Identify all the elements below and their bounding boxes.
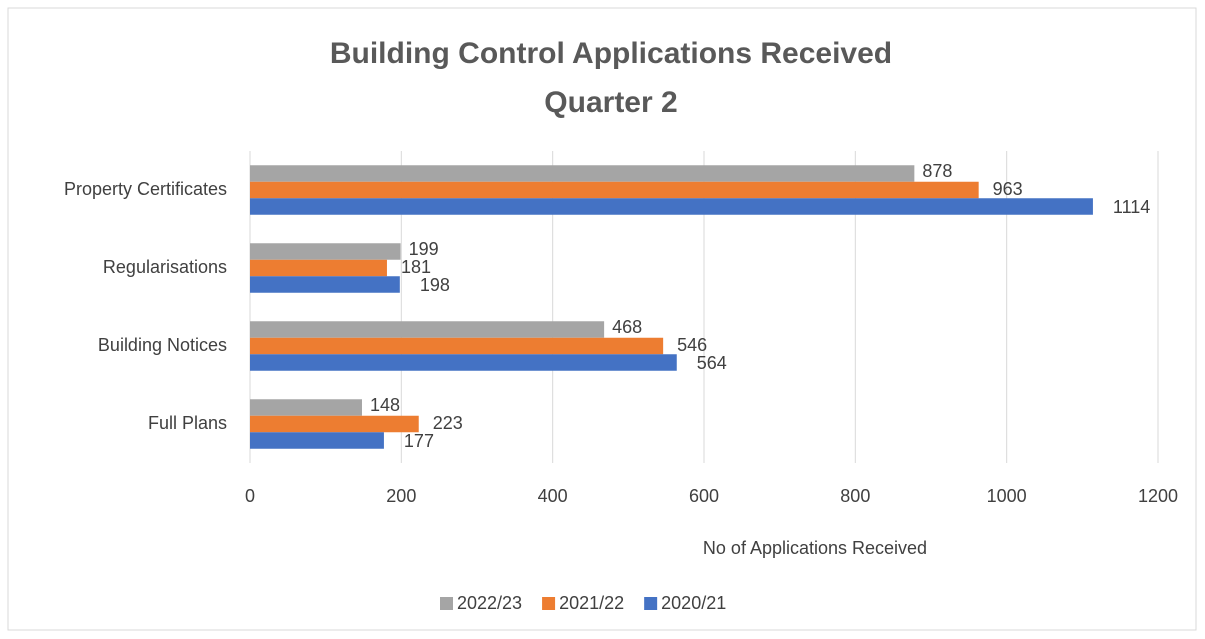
data-label: 468	[612, 317, 642, 337]
data-label: 223	[433, 413, 463, 433]
y-tick-label: Building Notices	[98, 335, 227, 355]
data-label: 148	[370, 395, 400, 415]
bar	[250, 243, 401, 260]
x-tick-label: 200	[386, 486, 416, 506]
x-tick-label: 1200	[1138, 486, 1178, 506]
bar	[250, 415, 419, 433]
data-label: 198	[420, 275, 450, 295]
legend-label: 2020/21	[661, 593, 726, 613]
data-label: 878	[922, 161, 952, 181]
bar	[250, 198, 1093, 215]
data-label: 181	[401, 257, 431, 277]
x-tick-label: 0	[245, 486, 255, 506]
bar	[250, 321, 605, 338]
bar	[250, 181, 979, 199]
x-tick-label: 1000	[987, 486, 1027, 506]
data-label: 1114	[1113, 197, 1150, 217]
legend-swatch	[644, 597, 658, 610]
x-axis-label: No of Applications Received	[703, 538, 927, 558]
data-label: 546	[677, 335, 707, 355]
y-tick-label: Regularisations	[103, 257, 227, 277]
y-tick-label: Full Plans	[148, 413, 227, 433]
legend-label: 2022/23	[457, 593, 522, 613]
data-label: 199	[409, 239, 439, 259]
legend-swatch	[440, 597, 453, 610]
bar	[250, 276, 400, 293]
bar	[250, 354, 677, 371]
chart-title: Building Control Applications Received	[330, 37, 892, 70]
chart-title: Quarter 2	[544, 86, 677, 119]
legend-label: 2021/22	[559, 593, 624, 613]
x-tick-label: 800	[840, 486, 870, 506]
chart-border	[7, 7, 1197, 631]
legend-swatch	[542, 597, 556, 610]
bar	[250, 337, 664, 355]
data-label: 177	[404, 431, 434, 451]
data-label: 963	[993, 179, 1023, 199]
bar	[250, 259, 387, 277]
x-tick-label: 400	[538, 486, 568, 506]
bar	[250, 399, 362, 416]
data-label: 564	[697, 353, 727, 373]
bar	[250, 432, 384, 449]
x-tick-label: 600	[689, 486, 719, 506]
bar	[250, 165, 915, 182]
y-tick-label: Property Certificates	[64, 179, 227, 199]
